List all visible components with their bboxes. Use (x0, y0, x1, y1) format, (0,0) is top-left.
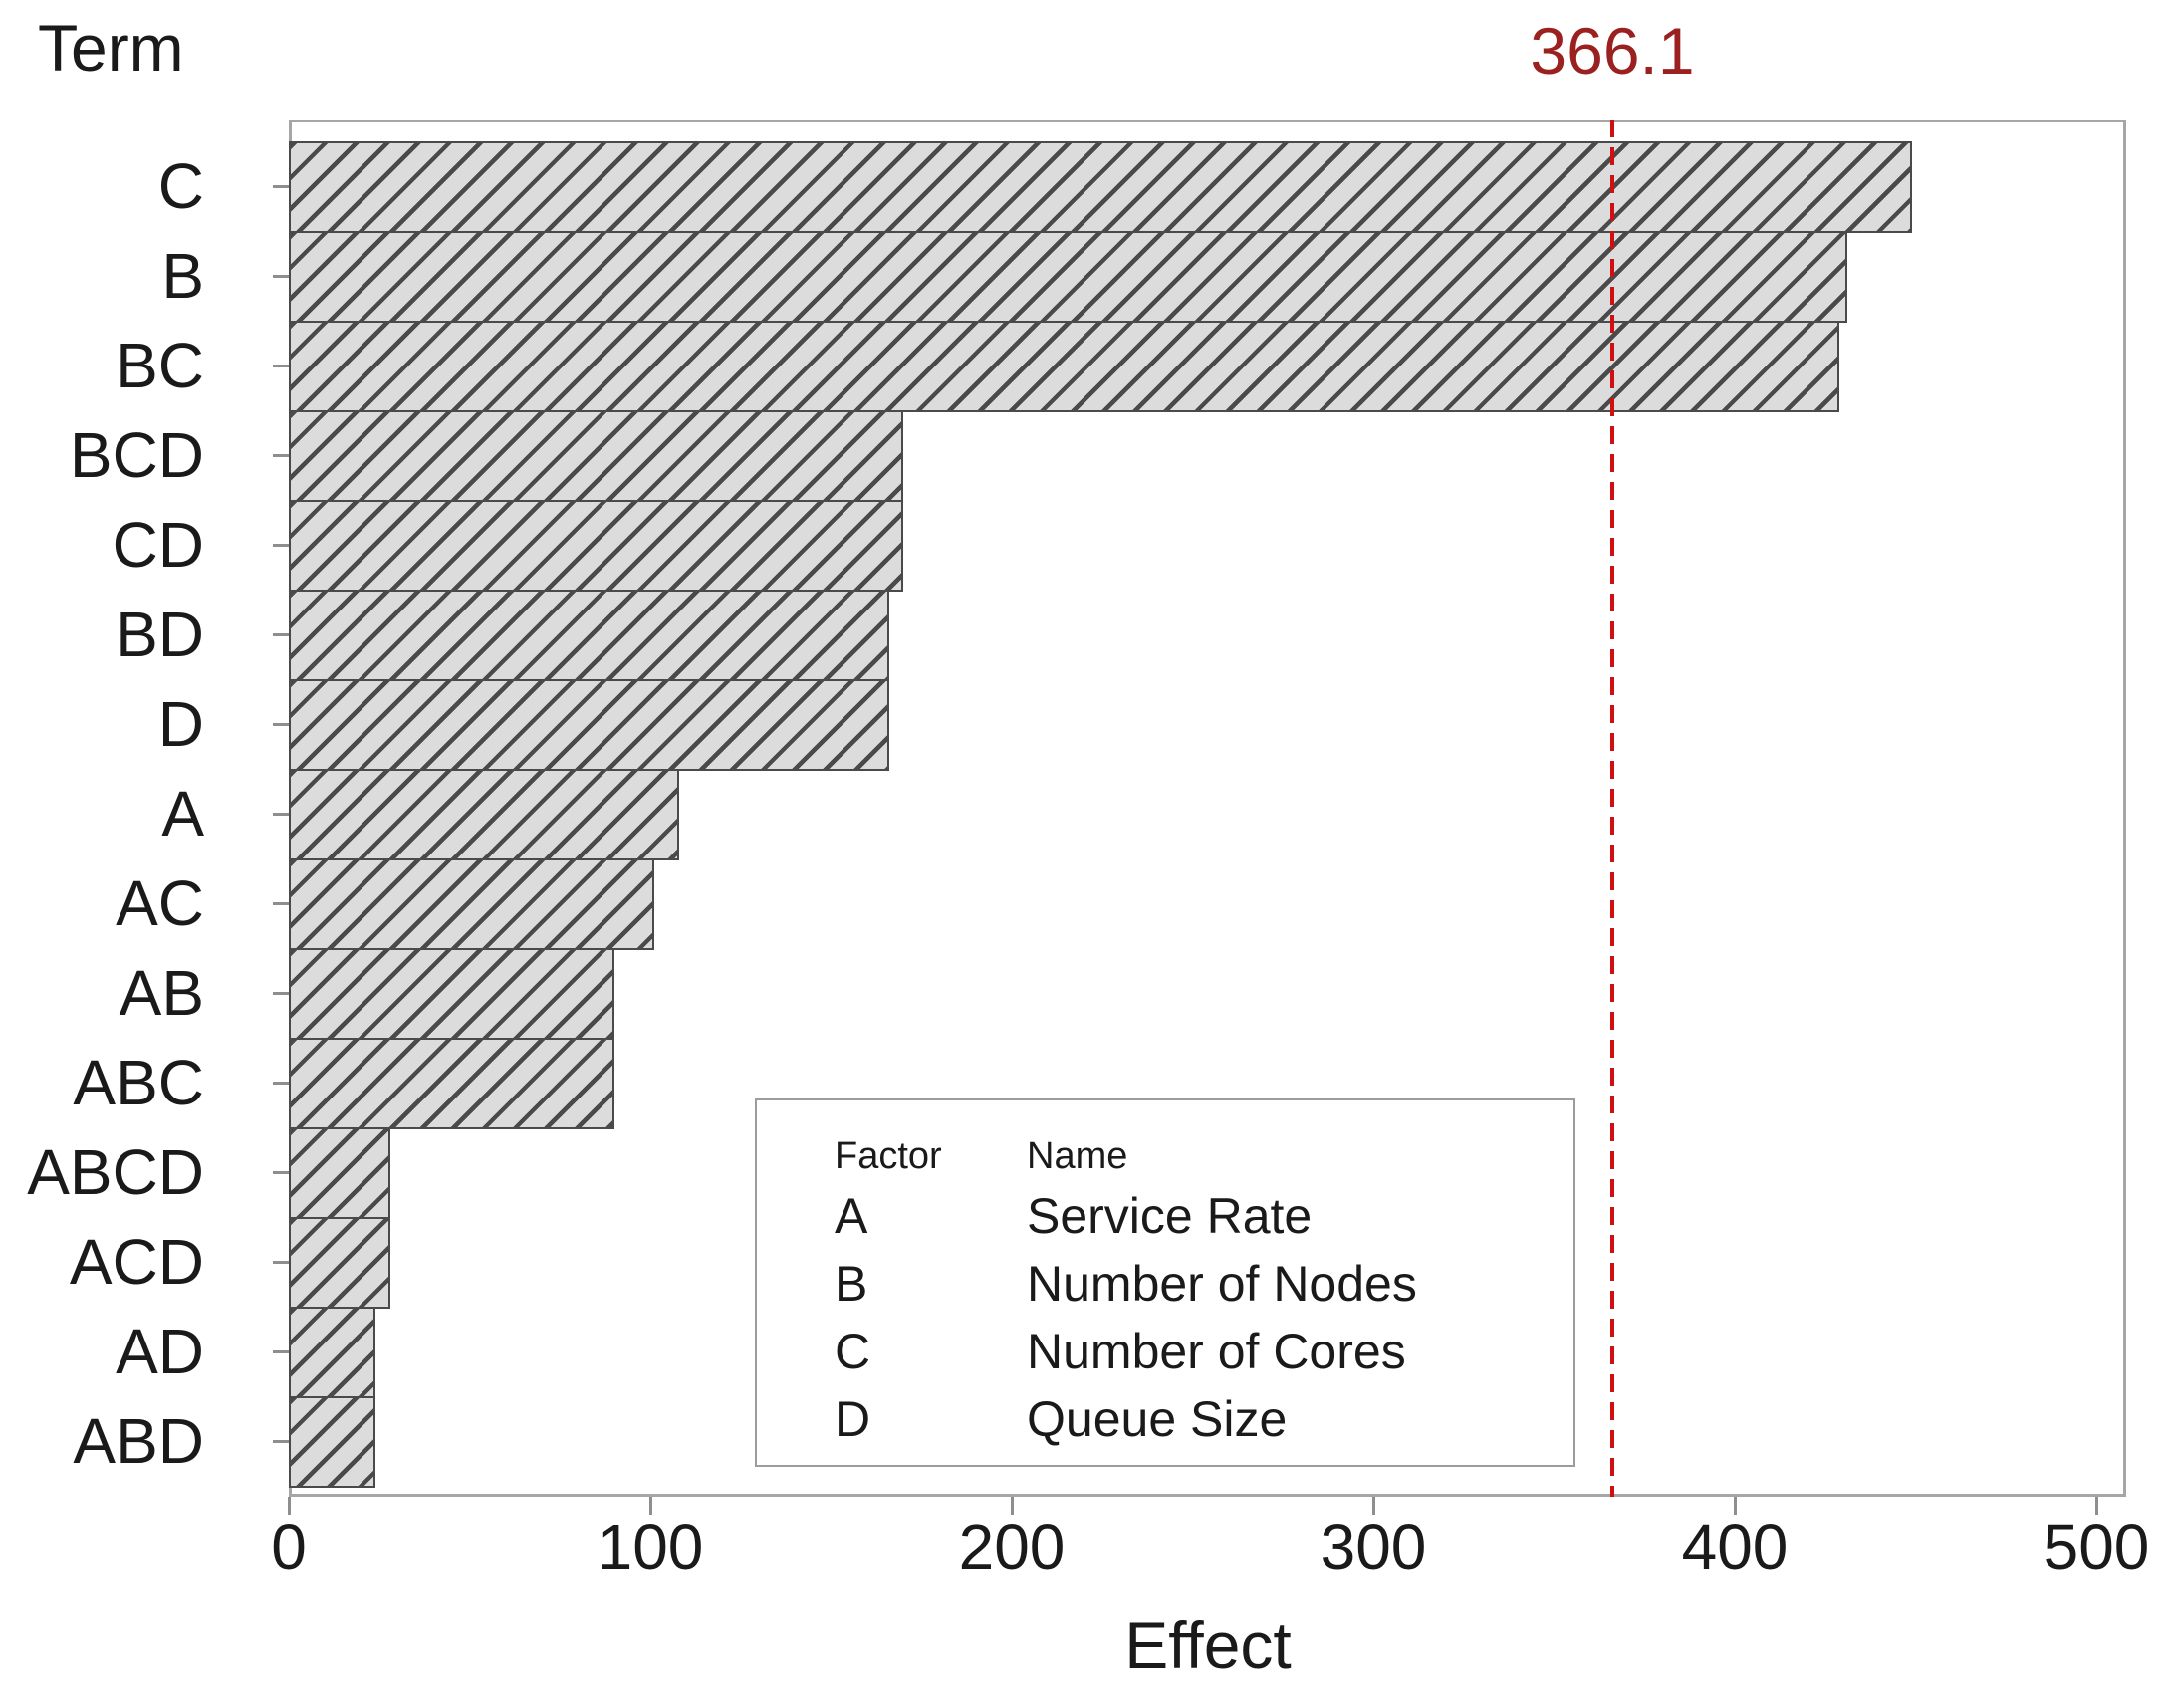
legend-row-d: D Queue Size (835, 1385, 1573, 1453)
reference-line-label: 366.1 (1530, 14, 1695, 88)
legend-row-a: A Service Rate (835, 1182, 1573, 1250)
x-tick-label-400: 400 (1681, 1511, 1789, 1583)
bar-ac (289, 858, 654, 950)
y-tick-bc (273, 365, 289, 367)
x-tick-0 (287, 1497, 291, 1515)
bar-bcd (289, 410, 903, 502)
legend-row-b: B Number of Nodes (835, 1250, 1573, 1318)
x-tick-300 (1371, 1497, 1375, 1515)
category-label-ab: AB (119, 957, 204, 1029)
x-tick-500 (2094, 1497, 2098, 1515)
bar-d (289, 679, 889, 771)
category-label-bc: BC (116, 330, 204, 401)
x-tick-400 (1733, 1497, 1737, 1515)
y-axis-title: Term (38, 11, 184, 85)
y-tick-abcd (273, 1171, 289, 1174)
bar-bc (289, 321, 1839, 412)
category-label-b: B (161, 240, 204, 312)
x-tick-label-0: 0 (271, 1511, 307, 1583)
bar-abd (289, 1396, 375, 1488)
y-tick-bd (273, 633, 289, 636)
y-tick-acd (273, 1261, 289, 1264)
y-tick-ac (273, 902, 289, 905)
x-tick-label-100: 100 (597, 1511, 704, 1583)
legend-name-cell: Number of Nodes (1027, 1256, 1417, 1312)
y-tick-a (273, 813, 289, 816)
legend-row-c: C Number of Cores (835, 1318, 1573, 1385)
legend-rows: A Service Rate B Number of Nodes C Number of … (835, 1182, 1573, 1453)
bar-acd (289, 1217, 390, 1309)
reference-line (1610, 120, 1614, 1497)
category-label-abd: ABD (73, 1405, 204, 1477)
category-label-a: A (161, 778, 204, 850)
category-label-c: C (157, 150, 204, 222)
category-label-ac: AC (116, 867, 204, 939)
bar-ad (289, 1307, 375, 1398)
legend-name-cell: Service Rate (1027, 1188, 1313, 1244)
y-tick-cd (273, 544, 289, 547)
x-tick-label-500: 500 (2043, 1511, 2150, 1583)
category-label-abcd: ABCD (27, 1136, 204, 1208)
legend-factor-cell: D (835, 1391, 871, 1447)
legend-name-cell: Number of Cores (1027, 1324, 1406, 1379)
legend-header-name: Name (1027, 1135, 1128, 1177)
y-tick-bcd (273, 454, 289, 457)
legend: Factor Name A Service Rate B Number of Node… (755, 1098, 1575, 1467)
legend-header-row: Factor Name (835, 1130, 1573, 1182)
bar-c (289, 141, 1912, 233)
bar-abc (289, 1038, 614, 1129)
bar-bd (289, 590, 889, 681)
legend-factor-cell: A (835, 1188, 868, 1244)
y-tick-ad (273, 1350, 289, 1353)
legend-header-factor: Factor (835, 1135, 942, 1177)
category-label-ad: AD (116, 1316, 204, 1387)
bar-a (289, 769, 679, 860)
x-tick-100 (648, 1497, 652, 1515)
category-label-abc: ABC (73, 1047, 204, 1118)
legend-factor-cell: C (835, 1324, 871, 1379)
y-tick-ab (273, 992, 289, 995)
bar-abcd (289, 1127, 390, 1219)
y-tick-abc (273, 1082, 289, 1085)
x-tick-200 (1010, 1497, 1014, 1515)
bar-cd (289, 500, 903, 592)
legend-name-cell: Queue Size (1027, 1391, 1288, 1447)
bar-ab (289, 948, 614, 1040)
category-label-cd: CD (112, 509, 204, 581)
x-tick-label-200: 200 (958, 1511, 1066, 1583)
category-label-bd: BD (116, 599, 204, 670)
category-label-d: D (157, 688, 204, 760)
legend-factor-cell: B (835, 1256, 868, 1312)
category-label-acd: ACD (69, 1226, 204, 1298)
y-tick-abd (273, 1440, 289, 1443)
y-tick-d (273, 723, 289, 726)
category-label-bcd: BCD (69, 419, 204, 491)
y-tick-b (273, 275, 289, 278)
x-axis-title: Effect (1124, 1608, 1292, 1682)
x-tick-label-300: 300 (1320, 1511, 1427, 1583)
y-tick-c (273, 185, 289, 188)
